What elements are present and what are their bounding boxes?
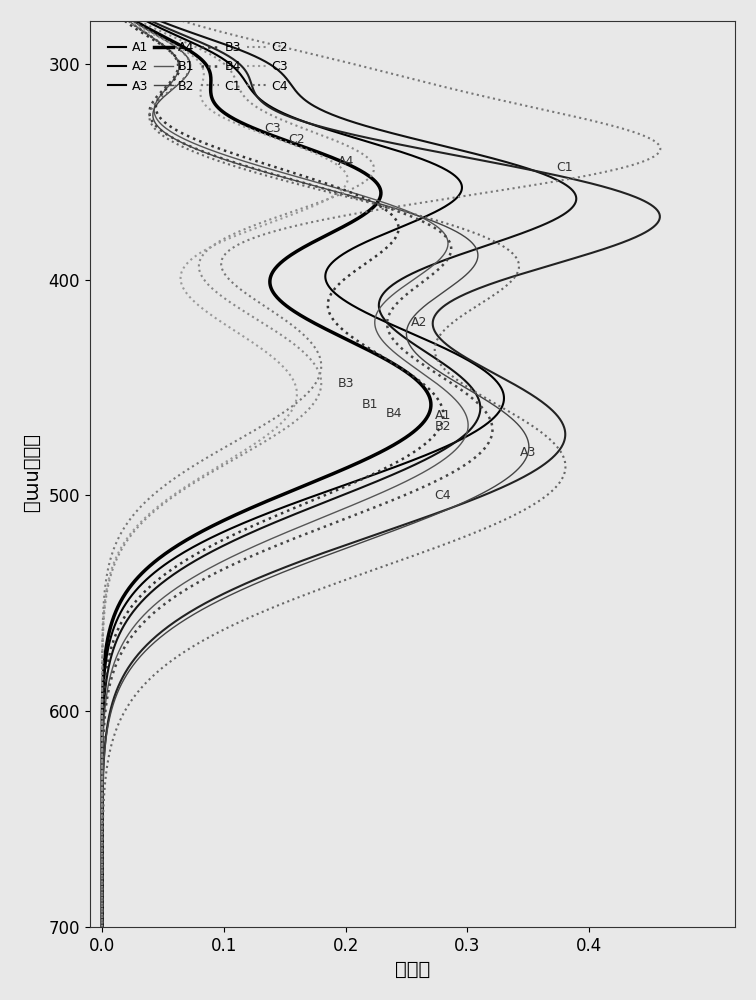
Text: A3: A3 (520, 446, 537, 459)
Text: B3: B3 (337, 377, 354, 390)
Text: C1: C1 (556, 161, 573, 174)
Text: A4: A4 (337, 155, 354, 168)
Legend: A1, A2, A3, A4, B1, B2, B3, B4, C1, C2, C3, C4: A1, A2, A3, A4, B1, B2, B3, B4, C1, C2, … (103, 36, 293, 98)
Text: A1: A1 (435, 409, 451, 422)
X-axis label: 吸光度: 吸光度 (395, 960, 430, 979)
Text: C4: C4 (435, 489, 451, 502)
Text: B4: B4 (386, 407, 402, 420)
Y-axis label: 波长（nm）: 波长（nm） (21, 435, 40, 513)
Text: C2: C2 (289, 133, 305, 146)
Text: B2: B2 (435, 420, 451, 433)
Text: B1: B1 (361, 398, 378, 411)
Text: C3: C3 (265, 122, 281, 135)
Text: A2: A2 (411, 316, 427, 329)
